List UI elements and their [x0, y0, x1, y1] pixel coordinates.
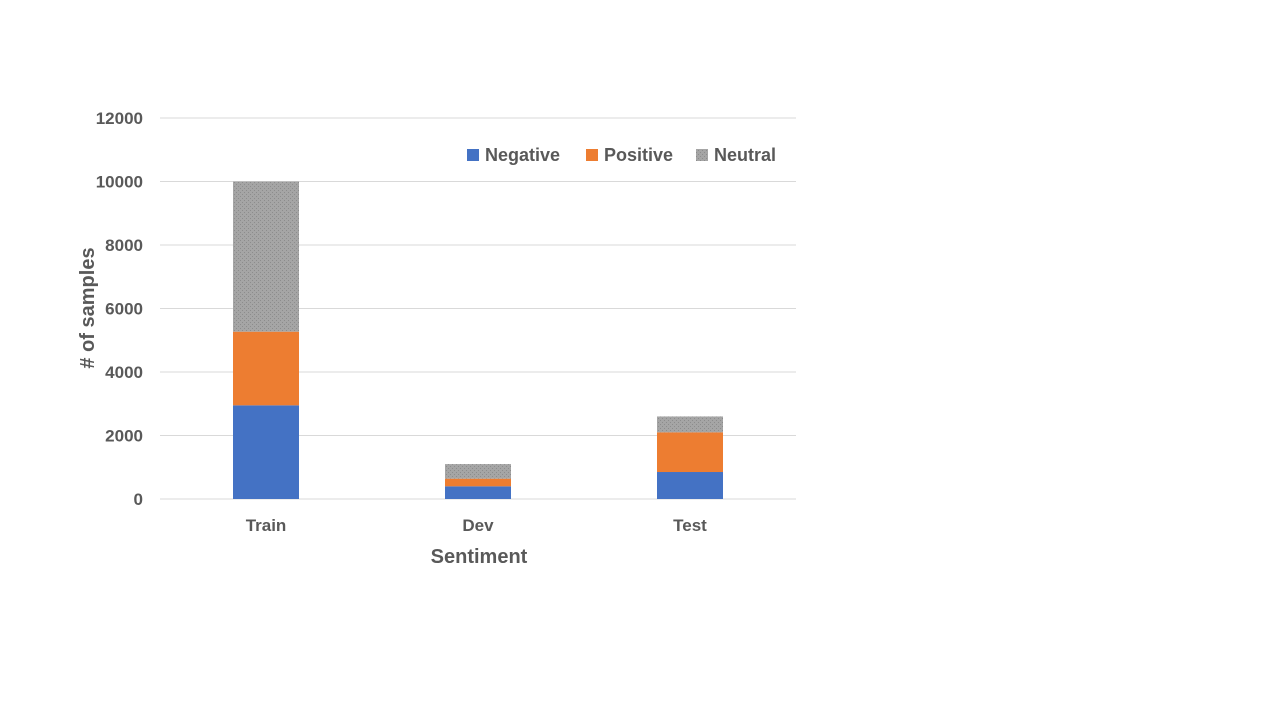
- y-tick-label: 0: [134, 490, 143, 509]
- legend: Negative Positive Neutral: [467, 145, 776, 165]
- y-tick-label: 12000: [96, 109, 143, 128]
- bar-segment-train-positive: [233, 331, 299, 406]
- legend-label-positive: Positive: [604, 145, 673, 165]
- x-tick-label: Train: [246, 516, 287, 535]
- legend-swatch-neutral: [696, 149, 708, 161]
- bar-segment-test-neutral: [657, 416, 723, 433]
- y-tick-label: 8000: [105, 236, 143, 255]
- x-axis-title: Sentiment: [431, 546, 528, 568]
- x-tick-label: Test: [673, 516, 707, 535]
- x-tick-label: Dev: [462, 516, 494, 535]
- bars: [233, 181, 723, 499]
- y-tick-label: 10000: [96, 173, 143, 192]
- y-tick-label: 4000: [105, 363, 143, 382]
- y-axis-ticks: 0 2000 4000 6000 8000 10000 12000: [96, 109, 143, 509]
- bar-segment-dev-negative: [445, 486, 511, 499]
- bar-segment-train-negative: [233, 405, 299, 499]
- y-tick-label: 2000: [105, 427, 143, 446]
- y-axis-title: # of samples: [77, 247, 99, 368]
- y-tick-label: 6000: [105, 300, 143, 319]
- x-axis-ticks: Train Dev Test: [246, 516, 707, 535]
- legend-swatch-negative: [467, 149, 479, 161]
- legend-label-negative: Negative: [485, 145, 560, 165]
- bar-segment-dev-positive: [445, 478, 511, 487]
- bar-segment-train-neutral: [233, 181, 299, 332]
- legend-swatch-positive: [586, 149, 598, 161]
- legend-label-neutral: Neutral: [714, 145, 776, 165]
- bar-segment-test-positive: [657, 432, 723, 473]
- bar-segment-test-negative: [657, 472, 723, 499]
- bar-segment-dev-neutral: [445, 464, 511, 479]
